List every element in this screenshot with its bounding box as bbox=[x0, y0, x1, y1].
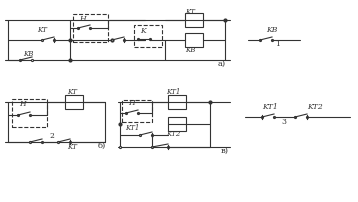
Text: 3: 3 bbox=[281, 118, 286, 126]
Text: KT: KT bbox=[67, 88, 77, 96]
Text: KT1: KT1 bbox=[125, 124, 139, 132]
Text: a): a) bbox=[218, 60, 226, 68]
Bar bbox=[185, 13, 203, 27]
Text: KT1: KT1 bbox=[262, 103, 278, 111]
Text: KB: KB bbox=[266, 26, 278, 34]
Text: KT1: KT1 bbox=[166, 88, 180, 96]
Bar bbox=[65, 95, 83, 109]
Text: KT2: KT2 bbox=[307, 103, 323, 111]
Text: H: H bbox=[19, 100, 25, 108]
Bar bbox=[122, 100, 152, 122]
Text: в): в) bbox=[221, 147, 229, 155]
Bar bbox=[168, 95, 186, 109]
Bar bbox=[12, 99, 47, 127]
Bar bbox=[185, 33, 203, 47]
Bar bbox=[73, 14, 108, 42]
Bar bbox=[134, 25, 162, 47]
Text: KT: KT bbox=[37, 26, 47, 34]
Text: 1: 1 bbox=[276, 40, 280, 48]
Text: б): б) bbox=[98, 142, 106, 150]
Text: K: K bbox=[140, 27, 146, 35]
Text: H: H bbox=[79, 15, 85, 23]
Text: KB: KB bbox=[185, 46, 195, 54]
Bar bbox=[168, 117, 186, 131]
Text: KT2: KT2 bbox=[166, 130, 180, 138]
Text: H: H bbox=[128, 99, 134, 107]
Text: KT: KT bbox=[67, 143, 77, 151]
Text: KT: KT bbox=[185, 8, 195, 16]
Text: 2: 2 bbox=[49, 132, 54, 140]
Text: KB: KB bbox=[23, 50, 33, 58]
